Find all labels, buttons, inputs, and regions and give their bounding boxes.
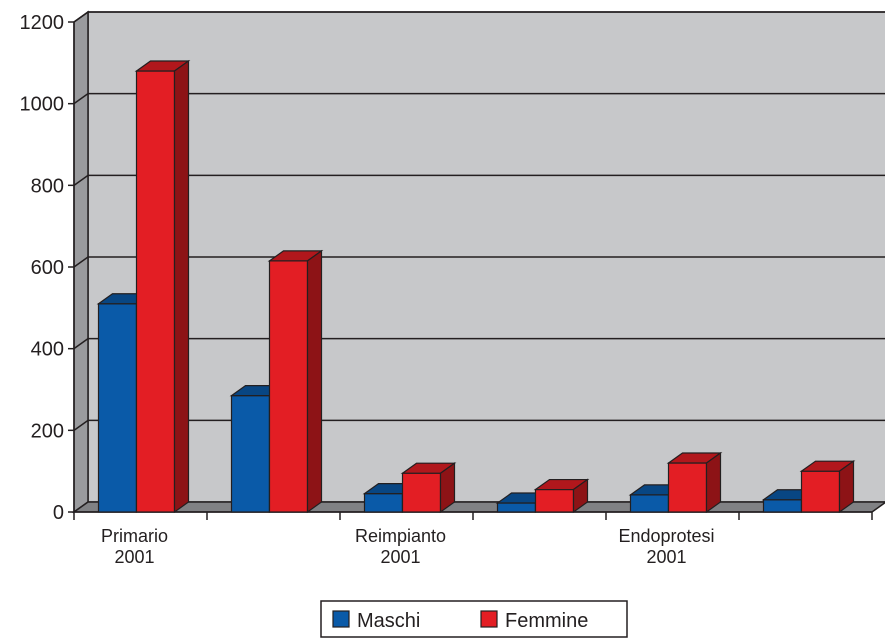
bar-femmine-4: [666, 451, 723, 514]
legend-label: Femmine: [505, 610, 588, 632]
bar-femmine-5: [799, 460, 856, 514]
legend-entry-maschi: Maschi: [332, 610, 420, 632]
bar-femmine-1: [267, 249, 324, 514]
bar-front: [135, 70, 176, 513]
bar-front: [667, 462, 708, 513]
gridline: [73, 337, 885, 350]
legend-swatch: [332, 610, 350, 628]
bar-front: [97, 303, 138, 513]
x-axis: Primario 2001 Reimpianto 2001 Endoprotesi 200…: [73, 511, 873, 567]
gridline: [73, 256, 885, 268]
y-tick-label: 0: [53, 502, 64, 524]
y-tick-label: 600: [31, 257, 64, 279]
legend-box: [320, 600, 628, 638]
y-tick-label: 800: [31, 175, 64, 197]
gridline: [73, 174, 885, 186]
plot-area: [71, 10, 885, 514]
bars: [96, 59, 856, 514]
bar-front: [496, 502, 537, 513]
x-category-label: Reimpianto 2001: [355, 526, 446, 567]
bar-side: [439, 462, 456, 514]
legend-entry-femmine: Femmine: [480, 610, 588, 632]
legend-swatch: [480, 610, 498, 628]
bar-side: [572, 478, 589, 514]
gridline: [73, 419, 885, 431]
bar-side: [306, 249, 323, 514]
bar-side: [838, 460, 855, 514]
bar-femmine-0: [134, 59, 191, 514]
bar-front: [401, 472, 442, 513]
bar-femmine-2: [400, 462, 457, 514]
bar-front: [800, 470, 841, 513]
bar-front: [629, 494, 670, 513]
y-axis: 0 200 400 600 800 1000 1200: [20, 12, 75, 524]
gridline: [73, 92, 885, 105]
y-tick-label: 1200: [20, 12, 65, 34]
legend-label: Maschi: [357, 610, 420, 632]
bar-femmine-3: [533, 478, 590, 514]
bar-front: [762, 499, 803, 513]
y-tick-label: 1000: [20, 94, 65, 116]
gridline: [73, 11, 885, 23]
y-tick-label: 400: [31, 339, 64, 361]
bar-front: [268, 260, 309, 513]
x-category-label: Endoprotesi 2001: [618, 526, 714, 567]
y-tick-label: 200: [31, 420, 64, 442]
bar-side: [173, 59, 190, 514]
bar-front: [230, 395, 271, 513]
bar-front: [363, 493, 404, 513]
x-category-label: Primario 2001: [101, 526, 168, 567]
bar-front: [534, 488, 575, 513]
bar-side: [705, 451, 722, 514]
legend: Maschi Femmine: [320, 600, 628, 638]
